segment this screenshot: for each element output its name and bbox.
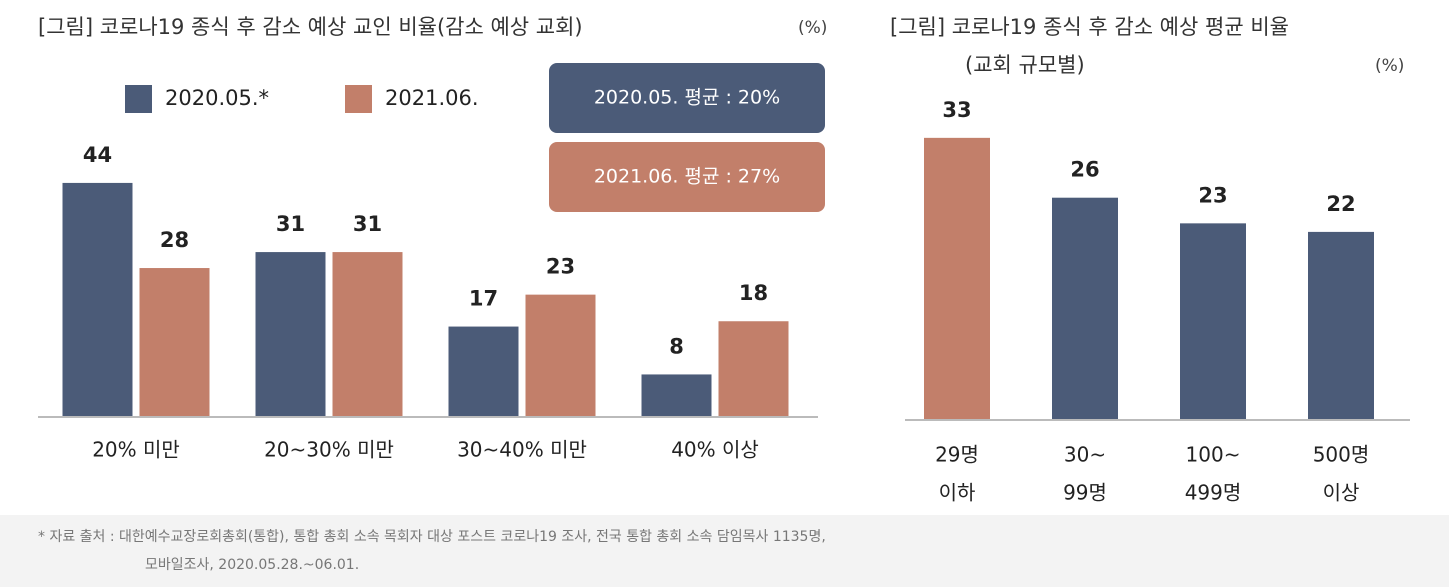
value-label: 31 [276,212,305,236]
footnote: * 자료 출처 : 대한예수교장로회총회(통합), 통합 총회 소속 목회자 대… [38,529,826,545]
x-tick-label: 이하 [939,481,976,505]
x-tick-label: 20~30% 미만 [264,438,394,462]
bar [525,294,596,417]
bar [1308,231,1374,420]
value-label: 22 [1326,192,1355,216]
x-tick-label: 29명 [935,443,979,467]
bar [924,137,990,420]
footnote-band [0,515,1449,587]
value-label: 33 [942,98,971,122]
footnote: 모바일조사, 2020.05.28.~06.01. [145,557,359,573]
x-tick-label: 499명 [1185,481,1242,505]
bar [1180,223,1246,420]
unit-label: (%) [798,18,827,38]
value-label: 31 [353,212,382,236]
value-label: 18 [739,281,768,305]
x-tick-label: 500명 [1313,443,1370,467]
x-tick-label: 99명 [1063,481,1107,505]
value-label: 17 [469,287,498,311]
chart-title: [그림] 코로나19 종식 후 감소 예상 평균 비율 [890,15,1289,39]
chart-title: [그림] 코로나19 종식 후 감소 예상 교인 비율(감소 예상 교회) [38,15,583,39]
x-tick-label: 30~ [1064,443,1106,467]
annotation-box [549,142,825,212]
legend-label: 2021.06. [385,86,479,110]
value-label: 8 [669,334,684,358]
bar [448,326,519,417]
x-tick-label: 이상 [1323,481,1360,505]
value-label: 44 [83,143,112,167]
legend-swatch [345,85,372,113]
annotation: 2021.06. 평균 : 27% [594,166,780,188]
chart-subtitle: (교회 규모별) [965,53,1085,77]
bar [139,268,210,417]
annotation: 2020.05. 평균 : 20% [594,87,780,109]
bar [62,182,133,417]
value-label: 26 [1070,158,1099,182]
x-tick-label: 100~ [1186,443,1241,467]
value-label: 28 [160,228,189,252]
annotation-box [549,63,825,133]
x-tick-label: 30~40% 미만 [457,438,587,462]
legend-swatch [125,85,152,113]
value-label: 23 [546,255,575,279]
x-tick-label: 40% 이상 [671,438,759,462]
bar [1052,197,1118,420]
x-tick-label: 20% 미만 [92,438,180,462]
bar [718,321,789,417]
legend-label: 2020.05.* [165,86,269,110]
bar [332,252,403,417]
value-label: 23 [1198,183,1227,207]
unit-label: (%) [1375,56,1404,76]
bar [255,252,326,417]
bar [641,374,712,417]
